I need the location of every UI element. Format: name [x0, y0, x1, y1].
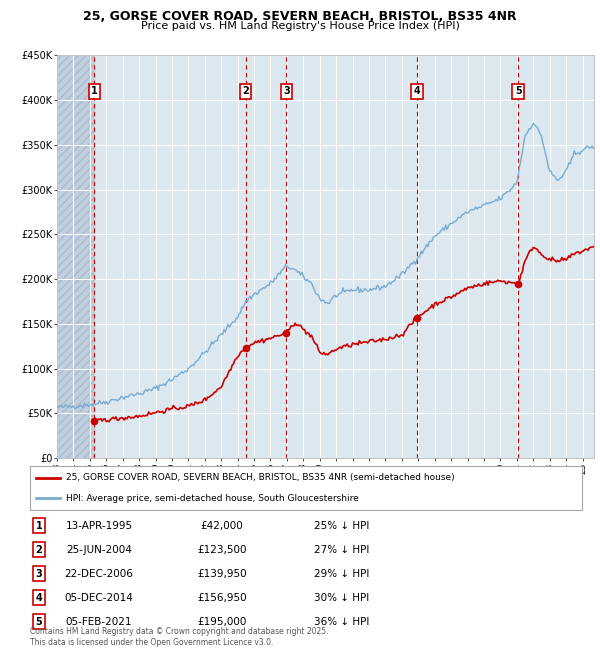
Text: 2: 2 — [35, 545, 43, 554]
Text: Price paid vs. HM Land Registry's House Price Index (HPI): Price paid vs. HM Land Registry's House … — [140, 21, 460, 31]
Text: 22-DEC-2006: 22-DEC-2006 — [65, 569, 133, 578]
Text: 25, GORSE COVER ROAD, SEVERN BEACH, BRISTOL, BS35 4NR: 25, GORSE COVER ROAD, SEVERN BEACH, BRIS… — [83, 10, 517, 23]
Text: 29% ↓ HPI: 29% ↓ HPI — [314, 569, 370, 578]
Text: £123,500: £123,500 — [197, 545, 247, 554]
Text: £42,000: £42,000 — [200, 521, 244, 530]
Text: 36% ↓ HPI: 36% ↓ HPI — [314, 617, 370, 627]
Bar — [57, 55, 94, 458]
Text: 13-APR-1995: 13-APR-1995 — [65, 521, 133, 530]
Text: 05-DEC-2014: 05-DEC-2014 — [65, 593, 133, 603]
Text: 1: 1 — [35, 521, 43, 530]
Text: 2: 2 — [242, 86, 249, 96]
Text: £195,000: £195,000 — [197, 617, 247, 627]
Text: 25, GORSE COVER ROAD, SEVERN BEACH, BRISTOL, BS35 4NR (semi-detached house): 25, GORSE COVER ROAD, SEVERN BEACH, BRIS… — [66, 473, 455, 482]
Text: 3: 3 — [283, 86, 290, 96]
Text: HPI: Average price, semi-detached house, South Gloucestershire: HPI: Average price, semi-detached house,… — [66, 494, 359, 503]
Text: 05-FEB-2021: 05-FEB-2021 — [66, 617, 132, 627]
Text: £139,950: £139,950 — [197, 569, 247, 578]
Text: 27% ↓ HPI: 27% ↓ HPI — [314, 545, 370, 554]
Text: 30% ↓ HPI: 30% ↓ HPI — [314, 593, 370, 603]
Text: 5: 5 — [35, 617, 43, 627]
Text: 4: 4 — [413, 86, 421, 96]
Text: Contains HM Land Registry data © Crown copyright and database right 2025.
This d: Contains HM Land Registry data © Crown c… — [30, 627, 329, 647]
Text: £156,950: £156,950 — [197, 593, 247, 603]
Text: 5: 5 — [515, 86, 521, 96]
Text: 25% ↓ HPI: 25% ↓ HPI — [314, 521, 370, 530]
Text: 3: 3 — [35, 569, 43, 578]
Text: 1: 1 — [91, 86, 98, 96]
Bar — [57, 55, 94, 458]
Text: 4: 4 — [35, 593, 43, 603]
Text: 25-JUN-2004: 25-JUN-2004 — [66, 545, 132, 554]
